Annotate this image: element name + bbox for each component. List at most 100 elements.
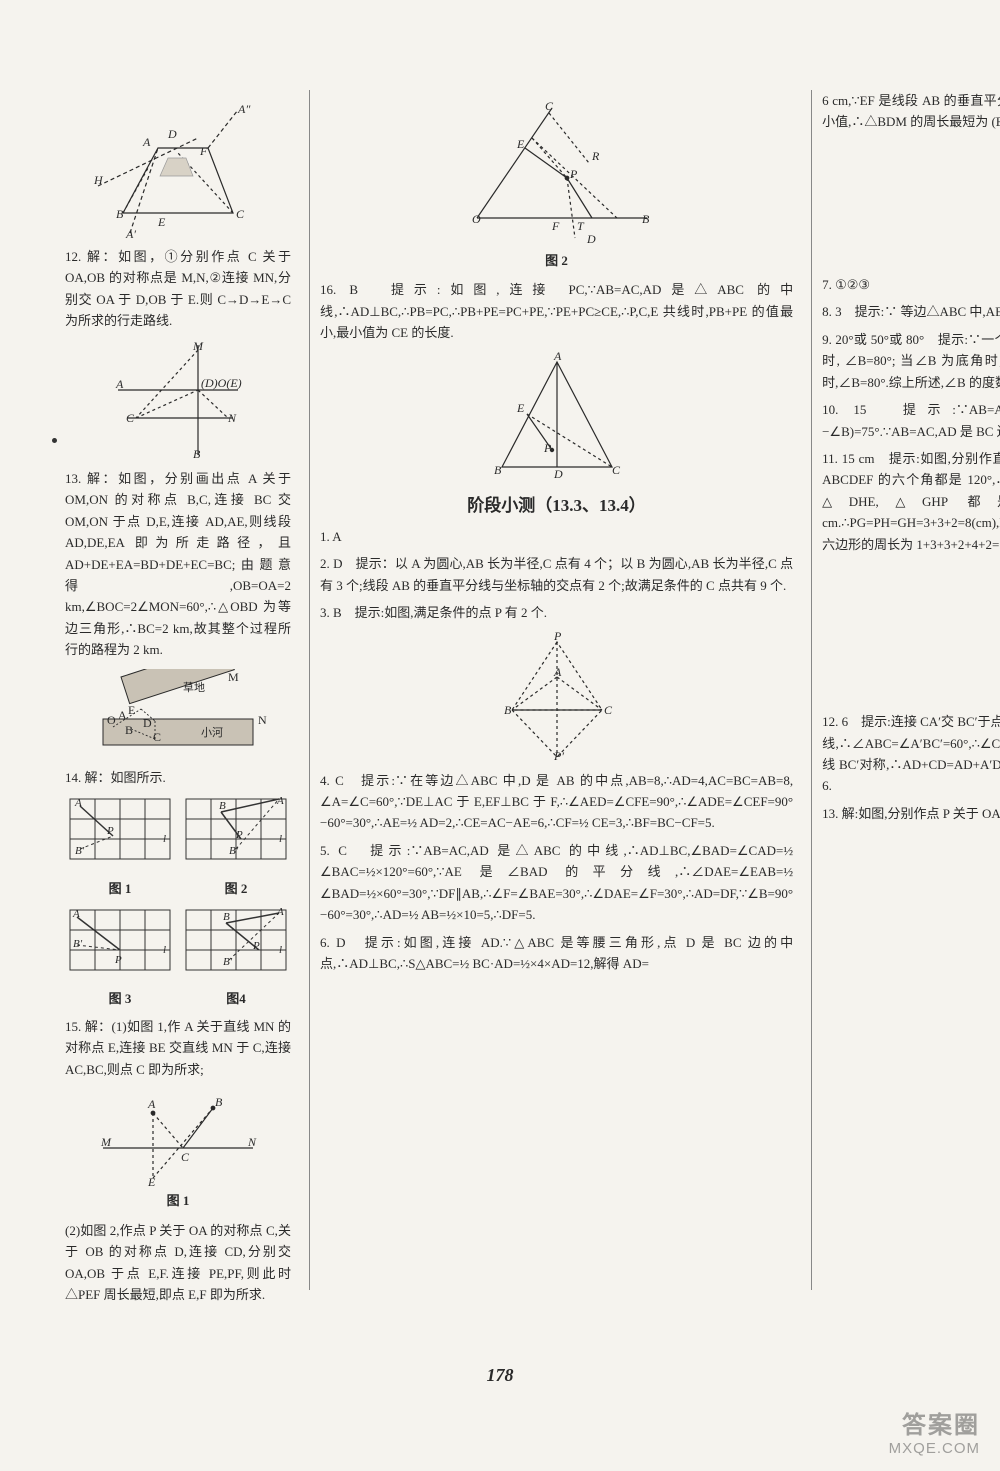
- svg-text:C: C: [612, 463, 621, 477]
- svg-text:M: M: [100, 1135, 112, 1149]
- answer-6-cont: 6 cm,∵EF 是线段 AB 的垂直平分线,∴点 B 关于直线 EF 的对称点…: [822, 90, 1000, 133]
- figure-a6: AEM FBDC: [822, 141, 1000, 266]
- svg-text:E: E: [157, 215, 166, 229]
- figure-q15-1: ABM NCE 图 1: [65, 1088, 291, 1211]
- svg-text:A: A: [276, 906, 284, 918]
- svg-text:P: P: [569, 167, 578, 181]
- margin-dot: [52, 438, 57, 443]
- answer-11: 11. 15 cm 提示:如图,分别作直线 AB,CD,EF 的延长线和反向延长…: [822, 448, 1000, 555]
- svg-text:F: F: [199, 144, 208, 158]
- svg-text:B′: B′: [223, 956, 233, 968]
- answer-1: 1. A: [320, 526, 793, 547]
- svg-text:N: N: [247, 1135, 257, 1149]
- svg-text:B′: B′: [75, 845, 85, 857]
- svg-text:B: B: [219, 800, 226, 812]
- figure-a11-hexagon: PAF BEG CDH: [822, 563, 1000, 703]
- svg-text:N: N: [227, 411, 237, 425]
- svg-text:A: A: [553, 665, 562, 679]
- svg-text:草地: 草地: [183, 681, 205, 694]
- caption-fig4: 图4: [181, 988, 291, 1009]
- figure-pair-2: AB′Pl 图 3 BAP: [65, 905, 291, 1010]
- column-3: 6 cm,∵EF 是线段 AB 的垂直平分线,∴点 B 关于直线 EF 的对称点…: [811, 90, 1000, 1290]
- svg-text:N: N: [258, 713, 267, 727]
- figure-q11-star: A″ A D F B E C H A′: [65, 98, 291, 238]
- answer-13: 13. 解:如图,分别作点 P 关于 OA 的对称点 P′,点 Q 关于 OB …: [822, 803, 1000, 824]
- svg-text:l: l: [163, 944, 166, 956]
- grid-fig-3: AB′Pl: [65, 905, 175, 980]
- svg-text:F: F: [551, 219, 560, 233]
- section-title: 阶段小测（13.3、13.4）: [320, 492, 793, 520]
- item-12: 12. 解：如图，①分别作点 C 关于 OA,OB 的对称点是 M,N,②连接 …: [65, 246, 291, 332]
- svg-text:C: C: [236, 207, 245, 221]
- figure-q16: AEP BDC: [320, 352, 793, 482]
- column-2: CRE POF TDB 图 2 16. B 提示:如图,连接 PC,∵AB=AC…: [309, 90, 793, 1290]
- caption-fig1: 图 1: [65, 878, 175, 899]
- answer-10: 10. 15 提示:∵AB=AC, ∠BAC=120°,∴∠B=∠C=30°, …: [822, 399, 1000, 442]
- page-content: A″ A D F B E C H A′ 12. 解：如图，①分别作点 C 关于 OA,OB …: [0, 0, 1000, 1360]
- svg-text:R: R: [591, 149, 600, 163]
- figure-a3: PAB CP′: [320, 632, 793, 762]
- svg-text:A: A: [115, 377, 124, 391]
- svg-text:P: P: [106, 825, 114, 837]
- svg-text:B′: B′: [73, 938, 83, 950]
- svg-text:l: l: [279, 833, 282, 845]
- svg-text:O: O: [472, 212, 481, 226]
- caption-fig2: 图 2: [181, 878, 291, 899]
- svg-text:P′: P′: [553, 749, 564, 762]
- svg-text:H: H: [93, 173, 104, 187]
- svg-text:B: B: [223, 911, 230, 923]
- svg-text:O: O: [107, 713, 116, 727]
- svg-text:A: A: [142, 135, 151, 149]
- watermark: 答案圈 MXQE.COM: [889, 1405, 980, 1457]
- svg-text:B: B: [642, 212, 650, 226]
- svg-text:l: l: [279, 944, 282, 956]
- svg-text:E: E: [147, 1175, 156, 1188]
- grid-fig-1: APlB′: [65, 794, 175, 869]
- svg-text:C: C: [545, 99, 554, 113]
- svg-text:D: D: [586, 232, 596, 246]
- caption-q15-2: 图 2: [320, 250, 793, 271]
- grid-fig-4: B A P B′ l: [181, 905, 291, 980]
- svg-text:P: P: [553, 632, 562, 643]
- svg-text:D: D: [167, 127, 177, 141]
- answer-3: 3. B 提示:如图,满足条件的点 P 有 2 个.: [320, 602, 793, 623]
- svg-text:C: C: [153, 730, 161, 744]
- svg-text:A″: A″: [237, 102, 251, 116]
- item-14: 14. 解：如图所示.: [65, 767, 291, 788]
- column-1: A″ A D F B E C H A′ 12. 解：如图，①分别作点 C 关于 OA,OB …: [65, 90, 291, 1290]
- svg-text:C: C: [181, 1150, 190, 1164]
- svg-text:C: C: [604, 703, 613, 717]
- answer-7: 7. ①②③: [822, 274, 1000, 295]
- figure-q15-2: CRE POF TDB 图 2: [320, 98, 793, 271]
- svg-text:A′: A′: [125, 227, 136, 238]
- answer-5: 5. C 提示:∵AB=AC,AD 是△ABC 的中线,∴AD⊥BC,∠BAD=…: [320, 840, 793, 926]
- figure-pair-1: APlB′ 图 1 ABP: [65, 794, 291, 899]
- svg-text:B: B: [125, 723, 133, 737]
- grid-fig-2: ABP B′l: [181, 794, 291, 869]
- caption-fig3: 图 3: [65, 988, 175, 1009]
- watermark-cn: 答案圈: [889, 1405, 980, 1440]
- svg-text:M: M: [192, 340, 204, 353]
- svg-text:T: T: [577, 219, 585, 233]
- svg-text:A: A: [553, 352, 562, 363]
- svg-text:P: P: [252, 940, 260, 952]
- svg-text:B: B: [494, 463, 502, 477]
- answer-2: 2. D 提示：以 A 为圆心,AB 长为半径,C 点有 4 个；以 B 为圆心…: [320, 553, 793, 596]
- answer-12: 12. 6 提示:连接 CA′交 BC′于点 D,∵ 直线 l⊥AB,且等边△A…: [822, 711, 1000, 797]
- answer-9: 9. 20°或 50°或 80° 提示:∵一个外角为 100°,∴与其相邻的内角…: [822, 329, 1000, 393]
- svg-text:C: C: [126, 411, 135, 425]
- figure-q13-ruler: M草地 NA O小河 ED CB: [65, 669, 291, 759]
- svg-text:B: B: [215, 1095, 223, 1109]
- item-15b: (2)如图 2,作点 P 关于 OA 的对称点 C,关于 OB 的对称点 D,连…: [65, 1220, 291, 1306]
- svg-text:小河: 小河: [201, 726, 223, 739]
- svg-text:M: M: [228, 670, 239, 684]
- watermark-url: MXQE.COM: [889, 1440, 980, 1457]
- svg-text:A: A: [72, 908, 80, 920]
- svg-text:P: P: [543, 441, 552, 455]
- figure-q12: MA(D)O(E) CNB: [65, 340, 291, 460]
- answer-4: 4. C 提示:∵在等边△ABC 中,D 是 AB 的中点,AB=8,∴AD=4…: [320, 770, 793, 834]
- svg-text:B: B: [116, 207, 124, 221]
- svg-text:P: P: [235, 829, 243, 841]
- svg-text:B′: B′: [229, 845, 239, 857]
- item-16: 16. B 提示:如图,连接 PC,∵AB=AC,AD是△ABC 的中线,∴AD…: [320, 279, 793, 343]
